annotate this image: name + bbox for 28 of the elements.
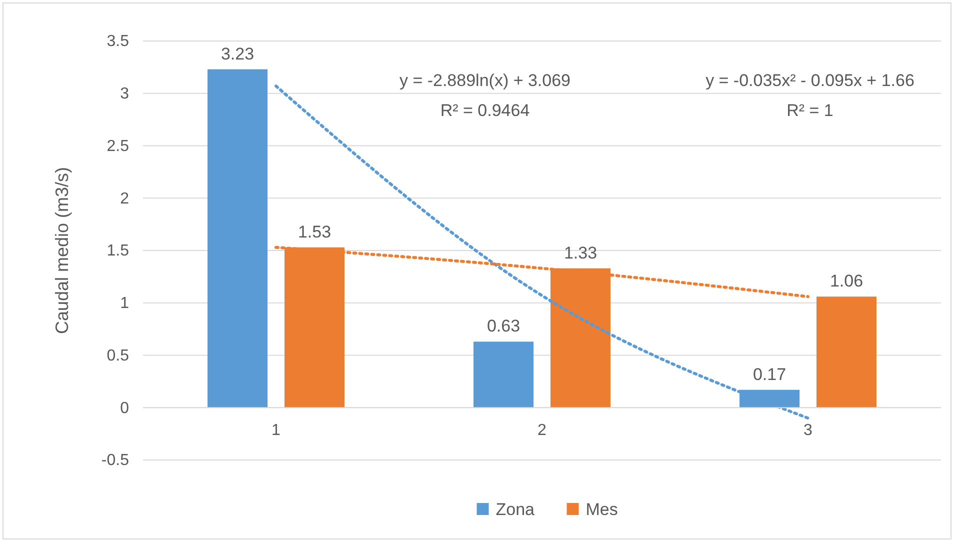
y-tick-label: 1	[120, 294, 130, 312]
data-label: 0.17	[752, 364, 786, 384]
y-axis-title: Caudal medio (m3/s)	[52, 166, 72, 334]
bar	[816, 296, 876, 408]
data-label: 3.23	[220, 44, 254, 64]
x-tick-label: 1	[272, 422, 281, 439]
data-label: 1.33	[564, 243, 598, 262]
y-tick-label: 3.5	[106, 33, 130, 50]
y-tick-label: 1.5	[106, 242, 130, 260]
y-tick-label: 2	[120, 190, 130, 208]
y-tick-label: 2.5	[106, 138, 130, 155]
data-label: 1.06	[830, 272, 864, 291]
data-label: 1.53	[298, 222, 332, 242]
data-label: 0.63	[486, 316, 520, 336]
annotation: y = -0.035x² - 0.095x + 1.66	[706, 71, 914, 90]
legend-label: Mes	[586, 500, 618, 519]
annotation: R² = 1	[786, 101, 834, 120]
y-tick-label: 3	[120, 85, 130, 102]
bar	[208, 69, 268, 408]
x-tick-label: 3	[804, 422, 813, 439]
legend-label: Zona	[496, 500, 536, 519]
x-tick-label: 2	[538, 422, 547, 439]
y-tick-label: 0.5	[106, 347, 130, 364]
y-tick-label: -0.5	[101, 452, 130, 470]
y-tick-label: 0	[120, 400, 130, 417]
bar	[474, 342, 534, 408]
annotation: R² = 0.9464	[440, 101, 530, 120]
annotation: y = -2.889ln(x) + 3.069	[399, 71, 571, 90]
